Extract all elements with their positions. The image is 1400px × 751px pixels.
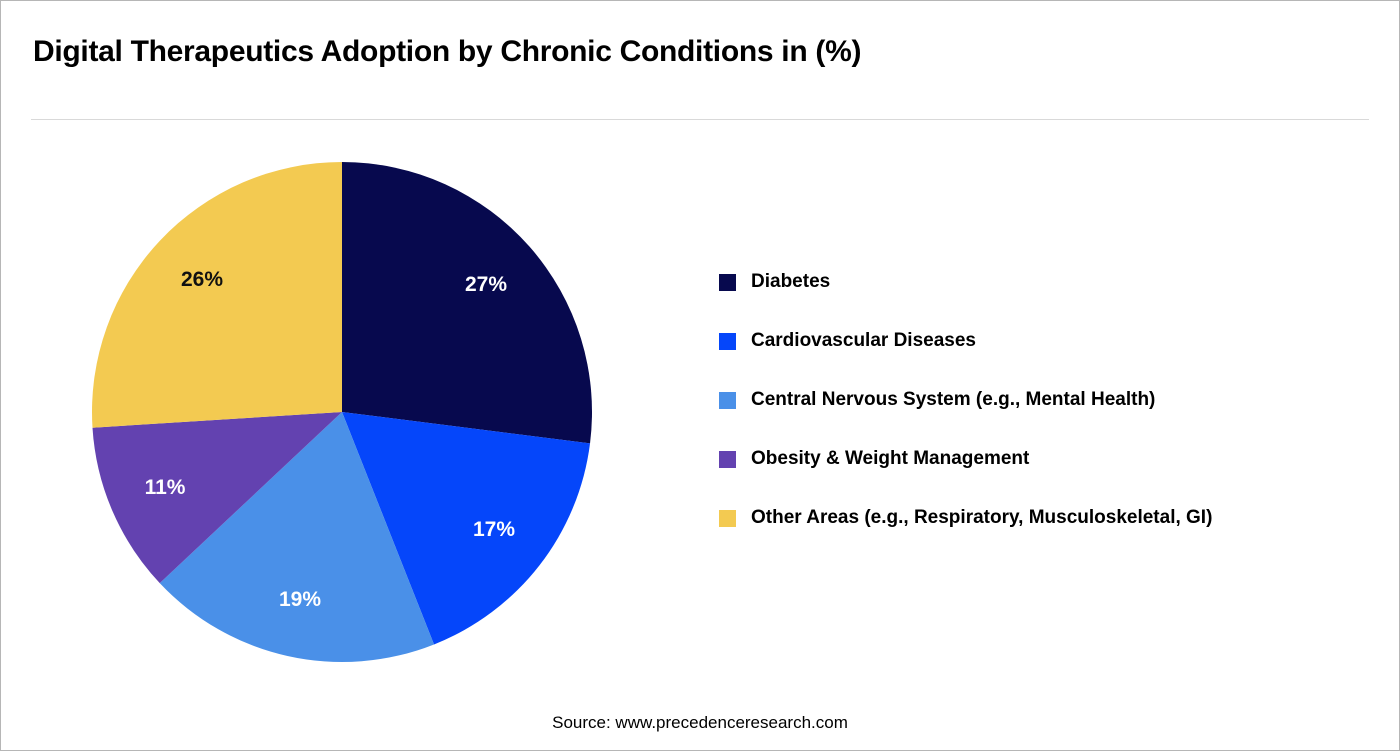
legend-swatch-icon: [719, 509, 736, 527]
pie-slice-label-3: 11%: [144, 476, 186, 499]
source-text: Source: www.precedenceresearch.com: [552, 713, 848, 732]
legend-swatch-icon: [719, 332, 736, 350]
pie-slice-label-2: 19%: [278, 588, 322, 611]
pie-slice-label-1: 17%: [472, 518, 516, 541]
legend-label: Diabetes: [751, 271, 831, 292]
legend-item: Obesity & Weight Management: [719, 448, 1212, 470]
pie-slice-2: [159, 412, 435, 662]
legend-item: Cardiovascular Diseases: [719, 330, 1212, 352]
chart-legend: Diabetes Cardiovascular Diseases Central N…: [719, 271, 1212, 529]
pie-slice-3: [92, 412, 343, 584]
legend-label: Central Nervous System (e.g., Mental Hea…: [751, 389, 1156, 410]
pie-slice-1: [342, 412, 591, 645]
pie-slice-0: [342, 162, 593, 444]
pie-slice-label-0: 27%: [464, 273, 508, 296]
legend-item: Central Nervous System (e.g., Mental Hea…: [719, 389, 1212, 411]
legend-swatch-icon: [719, 273, 736, 291]
page-title: Digital Therapeutics Adoption by Chronic…: [33, 35, 862, 68]
pie-slice-label-4: 26%: [180, 268, 224, 291]
legend-item: Diabetes: [719, 271, 1212, 293]
title-divider: [31, 119, 1369, 120]
pie-slice-4: [91, 162, 342, 428]
legend-swatch-icon: [719, 391, 736, 409]
legend-label: Obesity & Weight Management: [751, 448, 1030, 469]
legend-swatch-icon: [719, 450, 736, 468]
legend-label: Cardiovascular Diseases: [751, 330, 976, 351]
pie-chart: [91, 162, 593, 662]
legend-item: Other Areas (e.g., Respiratory, Musculos…: [719, 507, 1212, 529]
legend-label: Other Areas (e.g., Respiratory, Musculos…: [751, 507, 1213, 528]
